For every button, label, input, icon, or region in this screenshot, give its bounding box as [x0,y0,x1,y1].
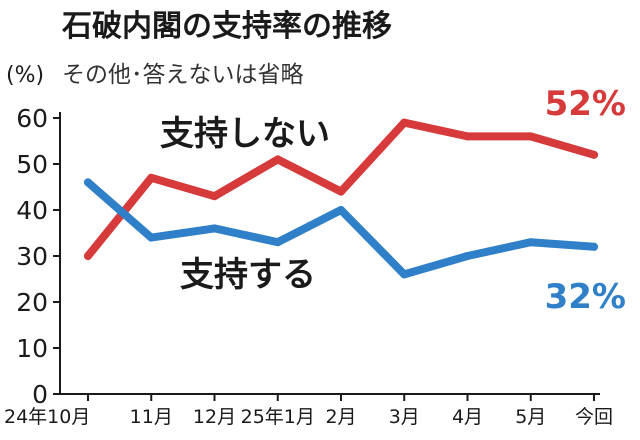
data-point [337,187,345,196]
y-tick-label: 60 [16,104,48,133]
chart-title: 石破内閣の支持率の推移 [61,9,392,44]
x-tick-label: 11月 [130,406,173,428]
data-point [273,155,282,164]
y-tick-label: 0 [32,380,48,409]
chart-note: その他･答えないは省略 [62,62,304,88]
x-tick-label: 4月 [452,406,483,428]
series-name-label: 支持する [180,255,316,295]
data-point [84,252,92,260]
y-tick-label: 10 [16,334,48,363]
x-tick-label: 3月 [389,406,420,428]
data-point [526,132,535,141]
data-point [463,252,472,260]
x-tick-labels: 24年10月 11月 12月 25年1月 2月 3月 4月 5月 今回 [4,394,613,428]
data-point [273,238,282,247]
x-tick-label: 今回 [575,406,613,428]
x-tick-label: 25年1月 [241,406,315,428]
data-point [147,173,156,182]
series-end-label: 32% [545,277,626,317]
data-point [337,206,345,214]
data-point [590,242,598,251]
axes [59,112,600,395]
y-unit-label: (%) [6,63,44,88]
data-point [147,233,156,242]
y-tick-label: 30 [16,242,48,271]
series-line-1 [84,178,598,279]
x-tick-label: 5月 [515,406,546,428]
data-point [526,238,535,247]
x-tick-label: 12月 [193,406,236,428]
y-tick-labels: 0 10 20 30 40 50 60 [16,104,60,409]
series-name-label: 支持しない [160,114,330,154]
x-tick-label: 2月 [325,406,356,428]
data-point [463,132,472,141]
data-point [210,224,219,233]
series-end-label: 52% [545,84,626,124]
y-tick-label: 40 [16,196,48,225]
y-tick-label: 50 [16,150,48,179]
data-point [210,192,219,201]
series-lines [84,118,598,279]
x-tick-label: 24年10月 [4,406,90,428]
data-point [400,118,409,127]
data-point [84,178,92,187]
series-labels: 支持しない 52% 支持する 32% [160,84,626,317]
data-point [400,270,409,279]
y-tick-label: 20 [16,288,48,317]
data-point [590,150,598,159]
